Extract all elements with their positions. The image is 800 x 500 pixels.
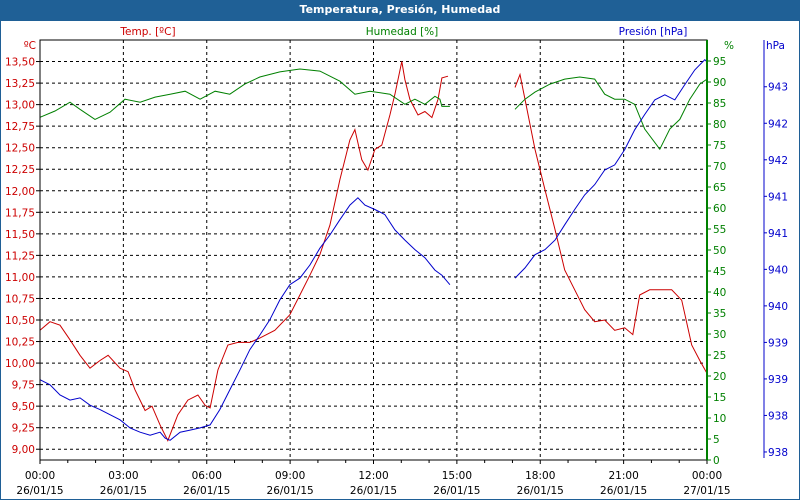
hum-tick-label: 65 — [713, 182, 726, 194]
pres-series-line — [39, 197, 451, 441]
temp-tick-label: 11,50 — [5, 229, 35, 241]
hum-series-line — [39, 68, 450, 120]
x-tick-time: 15:00 — [442, 470, 472, 482]
pres-series-line — [514, 58, 708, 279]
hum-tick-label: 85 — [713, 98, 726, 110]
chart-title: Temperatura, Presión, Humedad — [0, 0, 800, 21]
x-tick-date: 26/01/15 — [600, 485, 647, 497]
hum-tick-label: 40 — [713, 287, 726, 299]
hum-tick-label: 70 — [713, 161, 726, 173]
hum-unit-label: % — [724, 40, 734, 52]
temp-tick-label: 13,25 — [5, 78, 35, 90]
x-tick-time: 00:00 — [25, 470, 55, 482]
temp-tick-label: 12,25 — [5, 164, 35, 176]
pres-tick-label: 943 — [768, 82, 788, 94]
temp-tick-label: 13,00 — [5, 100, 35, 112]
hum-series-line — [514, 76, 708, 151]
x-tick-date: 26/01/15 — [433, 485, 480, 497]
x-tick-date: 26/01/15 — [267, 485, 314, 497]
pres-tick-label: 940 — [768, 301, 788, 313]
hum-tick-label: 50 — [713, 245, 726, 257]
hum-tick-label: 35 — [713, 308, 726, 320]
temp-tick-label: 9,50 — [12, 401, 35, 413]
pres-tick-label: 939 — [768, 374, 788, 386]
x-tick-time: 00:00 — [692, 470, 722, 482]
temp-tick-label: 10,25 — [5, 337, 35, 349]
pres-tick-label: 942 — [768, 118, 788, 130]
x-tick-date: 26/01/15 — [100, 485, 147, 497]
x-tick-time: 21:00 — [608, 470, 638, 482]
temp-series-line — [514, 72, 708, 374]
temp-tick-label: 9,00 — [12, 444, 35, 456]
pres-unit-label: hPa — [766, 40, 785, 52]
temp-tick-label: 9,75 — [12, 380, 35, 392]
hum-tick-label: 20 — [713, 371, 726, 383]
x-tick-time: 18:00 — [525, 470, 555, 482]
pres-tick-label: 942 — [768, 155, 788, 167]
temp-tick-label: 12,00 — [5, 186, 35, 198]
x-tick-date: 26/01/15 — [16, 485, 63, 497]
x-tick-time: 03:00 — [108, 470, 138, 482]
x-tick-date: 26/01/15 — [350, 485, 397, 497]
temp-series-line — [39, 61, 449, 442]
pres-tick-label: 939 — [768, 337, 788, 349]
hum-tick-label: 10 — [713, 413, 726, 425]
temp-tick-label: 10,50 — [5, 315, 35, 327]
hum-tick-label: 15 — [713, 392, 726, 404]
temp-tick-label: 12,50 — [5, 143, 35, 155]
x-tick-time: 12:00 — [358, 470, 388, 482]
hum-tick-label: 45 — [713, 266, 726, 278]
hum-tick-label: 25 — [713, 350, 726, 362]
x-tick-date: 26/01/15 — [517, 485, 564, 497]
temp-tick-label: 11,25 — [5, 250, 35, 262]
temp-tick-label: 12,75 — [5, 121, 35, 133]
temp-tick-label: 9,25 — [12, 423, 35, 435]
temp-tick-label: 11,00 — [5, 272, 35, 284]
pres-axis-title: Presión [hPa] — [619, 26, 688, 38]
hum-tick-label: 5 — [713, 434, 720, 446]
x-tick-date: 27/01/15 — [683, 485, 730, 497]
hum-tick-label: 90 — [713, 77, 726, 89]
hum-tick-label: 30 — [713, 329, 726, 341]
hum-tick-label: 75 — [713, 140, 726, 152]
pres-tick-label: 941 — [768, 191, 788, 203]
hum-axis-title: Humedad [%] — [366, 26, 439, 38]
hum-tick-label: 60 — [713, 203, 726, 215]
x-tick-time: 09:00 — [275, 470, 305, 482]
x-tick-time: 06:00 — [192, 470, 222, 482]
temp-tick-label: 10,75 — [5, 293, 35, 305]
x-tick-date: 26/01/15 — [183, 485, 230, 497]
temp-tick-label: 11,75 — [5, 207, 35, 219]
hum-tick-label: 95 — [713, 56, 726, 68]
pres-tick-label: 941 — [768, 228, 788, 240]
pres-tick-label: 938 — [768, 410, 788, 422]
hum-tick-label: 80 — [713, 119, 726, 131]
hum-tick-label: 55 — [713, 224, 726, 236]
temp-tick-label: 13,50 — [5, 57, 35, 69]
pres-tick-label: 938 — [768, 447, 788, 459]
pres-tick-label: 940 — [768, 264, 788, 276]
temp-tick-label: 10,00 — [5, 358, 35, 370]
temp-axis-title: Temp. [ºC] — [119, 26, 175, 38]
hum-tick-label: 0 — [713, 455, 720, 467]
temp-unit-label: ºC — [24, 40, 36, 52]
